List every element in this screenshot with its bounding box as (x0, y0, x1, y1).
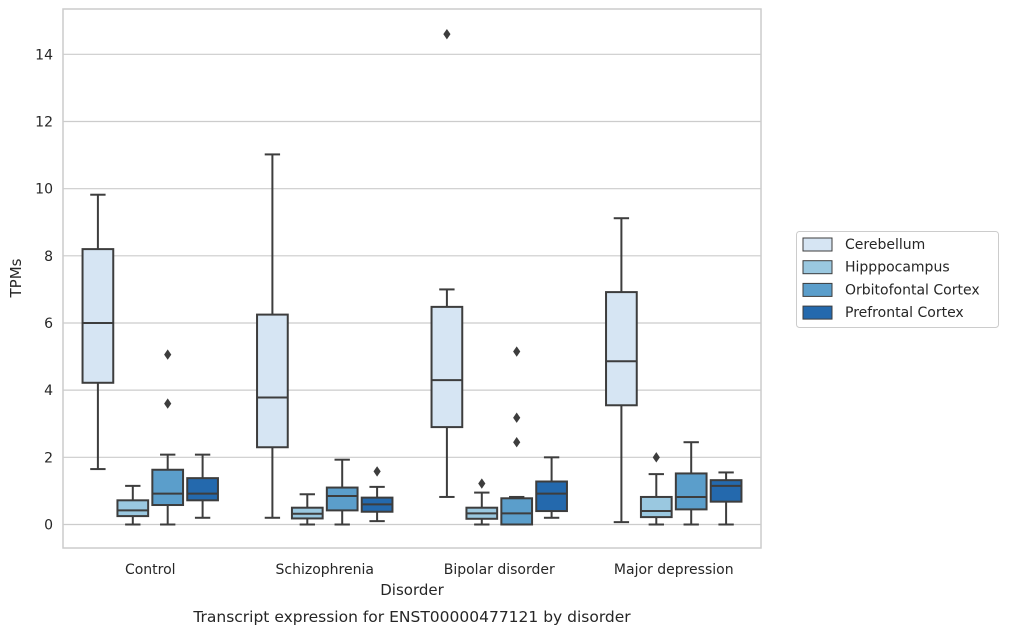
y-tick-labels: 0 2 4 6 8 10 12 14 (35, 47, 53, 533)
iqr-box (535, 480, 568, 513)
iqr-box (639, 495, 673, 519)
x-tick-labels: Control Schizophrenia Bipolar disorder Majo… (125, 562, 734, 578)
legend-item: Prefrontal Cortex (802, 305, 964, 321)
x-tick-label: Control (125, 562, 176, 578)
legend-item: Orbitofontal Cortex (802, 282, 980, 298)
outlier-point (443, 28, 451, 40)
iqr-box (186, 477, 219, 502)
box-prefrontal-cortex (186, 453, 219, 519)
box-hipppocampus (465, 478, 499, 526)
box-prefrontal-cortex (709, 471, 743, 526)
box-cerebellum (256, 153, 289, 519)
y-tick-label: 14 (35, 47, 53, 63)
legend-swatch (802, 305, 833, 320)
iqr-box (430, 305, 464, 429)
box-orbitofontal-cortex (325, 458, 359, 526)
y-tick-label: 0 (44, 517, 53, 533)
gridlines (63, 53, 761, 526)
box-orbitofontal-cortex (674, 441, 708, 526)
iqr-box (116, 499, 150, 518)
y-tick-label: 10 (35, 182, 53, 198)
box-orbitofontal-cortex (151, 349, 185, 526)
y-tick-label: 12 (35, 115, 53, 131)
x-tick-label: Major depression (614, 562, 734, 578)
x-tick-label: Bipolar disorder (444, 562, 555, 578)
y-tick-label: 2 (44, 450, 53, 466)
box-orbitofontal-cortex (500, 346, 534, 526)
iqr-box (325, 486, 359, 512)
box-prefrontal-cortex (360, 466, 394, 523)
legend-swatch (802, 260, 833, 275)
box-prefrontal-cortex (535, 456, 568, 519)
outlier-point (513, 346, 521, 357)
outlier-point (478, 478, 486, 489)
outlier-point (513, 437, 521, 448)
legend-item: Cerebellum (802, 237, 925, 253)
iqr-box (256, 313, 289, 449)
box-cerebellum (430, 28, 464, 498)
y-tick-label: 6 (44, 316, 53, 332)
figure-caption: Transcript expression for ENST0000047712… (192, 608, 631, 626)
iqr-box (81, 248, 115, 384)
legend-label: Prefrontal Cortex (845, 305, 964, 321)
box-hipppocampus (116, 484, 150, 526)
iqr-box (605, 291, 638, 407)
y-tick-label: 8 (44, 249, 53, 265)
plot-frame (62, 8, 762, 549)
box-hipppocampus (639, 452, 673, 526)
outlier-point (513, 412, 521, 423)
box-hipppocampus (290, 493, 324, 526)
legend-items: Cerebellum Hipppocampus Orbitofontal Corte… (802, 237, 980, 321)
iqr-box (151, 468, 185, 507)
legend-swatch (802, 282, 833, 297)
legend-frame (796, 231, 999, 328)
box-cerebellum (81, 193, 115, 471)
iqr-box (709, 479, 743, 503)
outlier-point (164, 349, 172, 360)
iqr-box (674, 472, 708, 511)
outlier-point (164, 398, 172, 409)
box-cerebellum (605, 217, 638, 524)
iqr-box (500, 497, 534, 526)
boxes (81, 28, 743, 526)
legend-label: Orbitofontal Cortex (845, 282, 980, 298)
legend: Cerebellum Hipppocampus Orbitofontal Corte… (796, 231, 999, 328)
legend-swatch (802, 237, 833, 252)
y-axis-label: TPMs (7, 258, 25, 298)
legend-item: Hipppocampus (802, 260, 950, 276)
legend-label: Hipppocampus (845, 260, 950, 276)
legend-label: Cerebellum (845, 237, 925, 253)
x-tick-label: Schizophrenia (276, 562, 374, 578)
x-axis-label: Disorder (380, 581, 444, 599)
y-tick-label: 4 (44, 383, 53, 399)
outlier-point (652, 452, 660, 463)
outlier-point (373, 466, 381, 477)
